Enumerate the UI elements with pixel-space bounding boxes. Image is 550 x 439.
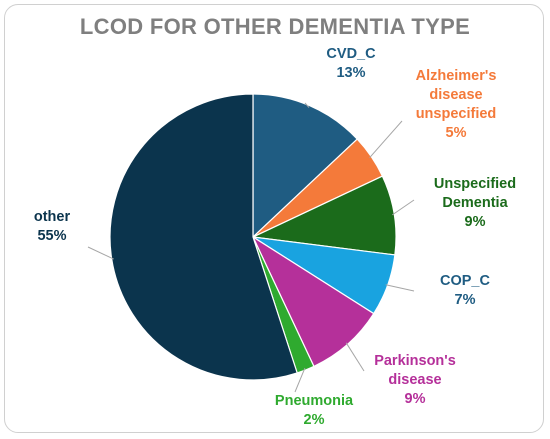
leader-line xyxy=(385,284,415,292)
data-label-other: other 55% xyxy=(34,209,71,244)
leader-line xyxy=(369,120,403,159)
leader-line xyxy=(345,342,365,372)
leader-lines xyxy=(87,102,415,393)
chart-title: LCOD FOR OTHER DEMENTIA TYPE xyxy=(79,14,471,39)
leader-line xyxy=(294,367,306,393)
pie-slice-cvd-c xyxy=(252,93,359,239)
pie-slices xyxy=(109,93,397,381)
data-label-parkinson-s-disease: Parkinson's disease 9% xyxy=(374,353,456,407)
data-label-pneumonia: Pneumonia 2% xyxy=(275,393,354,428)
data-label-alzheimer-s-disease-unspecified: Alzheimer's disease unspecified 5% xyxy=(416,68,497,141)
leader-line xyxy=(304,102,310,108)
leader-line xyxy=(87,246,114,260)
data-label-cvd-c: CVD_C 13% xyxy=(326,46,376,81)
data-label-cop-c: COP_C 7% xyxy=(440,273,490,308)
leader-line xyxy=(392,199,415,216)
data-label-unspecified-dementia: Unspecified Dementia 9% xyxy=(434,176,516,230)
pie-slice-unspecified-dementia xyxy=(250,175,397,256)
pie-slice-other xyxy=(109,93,298,381)
data-labels: CVD_C 13% Alzheimer's disease unspecified 5% U… xyxy=(34,46,516,428)
